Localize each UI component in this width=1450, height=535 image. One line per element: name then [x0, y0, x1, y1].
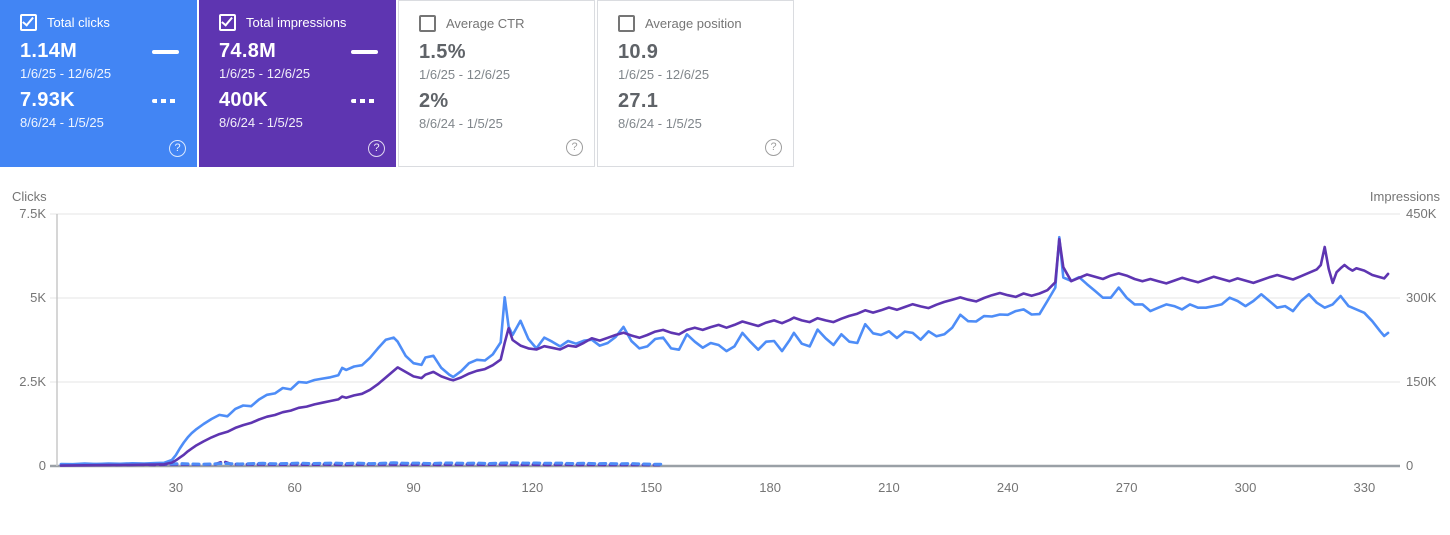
- left-axis-tick: 0: [38, 458, 46, 473]
- left-axis-title: Clicks: [12, 189, 47, 204]
- x-axis-tick: 210: [878, 480, 900, 495]
- previous-period-range: 8/6/24 - 1/5/25: [20, 115, 104, 130]
- current-period-value: 74.8M: [219, 40, 277, 62]
- solid-line-indicator-icon: [351, 49, 378, 54]
- help-icon[interactable]: ?: [368, 140, 385, 157]
- help-icon[interactable]: ?: [169, 140, 186, 157]
- x-axis-tick: 60: [287, 480, 302, 495]
- right-axis-tick: 150K: [1406, 374, 1437, 389]
- left-axis-tick: 2.5K: [19, 374, 46, 389]
- previous-period-value: 400K: [219, 89, 269, 111]
- metric-card-total-clicks[interactable]: Total clicks 1.14M 1/6/25 - 12/6/25 7.93…: [0, 0, 197, 167]
- card-label: Average position: [645, 16, 742, 31]
- help-icon[interactable]: ?: [566, 139, 583, 156]
- card-header: Total impressions: [219, 14, 396, 31]
- card-label: Average CTR: [446, 16, 525, 31]
- help-icon[interactable]: ?: [765, 139, 782, 156]
- card-header: Total clicks: [20, 14, 197, 31]
- x-axis-tick: 30: [168, 480, 184, 495]
- performance-chart-canvas[interactable]: [0, 185, 1450, 535]
- right-axis-tick: 300K: [1406, 290, 1437, 305]
- average-position-checkbox[interactable]: [618, 15, 635, 32]
- right-axis-tick: 450K: [1406, 206, 1437, 221]
- metric-cards-row: Total clicks 1.14M 1/6/25 - 12/6/25 7.93…: [0, 0, 1450, 167]
- card-header: Average CTR: [419, 15, 594, 32]
- metric-card-total-impressions[interactable]: Total impressions 74.8M 1/6/25 - 12/6/25…: [199, 0, 396, 167]
- dashed-line-indicator-icon: [152, 98, 179, 103]
- card-label: Total clicks: [47, 15, 110, 30]
- x-axis-tick: 150: [640, 480, 663, 495]
- x-axis-tick: 240: [996, 480, 1019, 495]
- x-axis-tick: 90: [406, 480, 421, 495]
- total-clicks-checkbox[interactable]: [20, 14, 37, 31]
- previous-period-value: 27.1: [618, 90, 659, 112]
- left-axis-tick: 5K: [30, 290, 46, 305]
- current-period-value: 10.9: [618, 41, 659, 63]
- x-axis-tick: 120: [521, 480, 544, 495]
- card-header: Average position: [618, 15, 793, 32]
- current-period-value: 1.14M: [20, 40, 78, 62]
- clicks-1-6-25-12-6-25--line[interactable]: [59, 235, 1390, 466]
- previous-period-value: 2%: [419, 90, 449, 112]
- impressions-1-6-25-12-6-25--line[interactable]: [59, 237, 1390, 467]
- x-axis-tick: 270: [1115, 480, 1138, 495]
- left-axis-tick: 7.5K: [19, 206, 46, 221]
- previous-period-range: 8/6/24 - 1/5/25: [419, 116, 503, 131]
- current-period-range: 1/6/25 - 12/6/25: [618, 67, 710, 82]
- current-period-value: 1.5%: [419, 41, 466, 63]
- metric-card-average-ctr[interactable]: Average CTR 1.5% 1/6/25 - 12/6/25 2% 8/6…: [398, 0, 595, 167]
- current-period-range: 1/6/25 - 12/6/25: [219, 66, 311, 81]
- card-label: Total impressions: [246, 15, 347, 30]
- x-axis-tick: 300: [1234, 480, 1257, 495]
- previous-period-range: 8/6/24 - 1/5/25: [219, 115, 303, 130]
- right-axis-title: Impressions: [1369, 189, 1440, 204]
- solid-line-indicator-icon: [152, 49, 179, 54]
- average-ctr-checkbox[interactable]: [419, 15, 436, 32]
- previous-period-range: 8/6/24 - 1/5/25: [618, 116, 702, 131]
- previous-period-value: 7.93K: [20, 89, 75, 111]
- x-axis-tick: 180: [759, 480, 781, 495]
- performance-chart[interactable]: Clicks Impressions 0 2.5K 5K 7.5K 0 150K 300K 450…: [0, 185, 1450, 535]
- metric-card-average-position[interactable]: Average position 10.9 1/6/25 - 12/6/25 2…: [597, 0, 794, 167]
- dashed-line-indicator-icon: [351, 98, 378, 103]
- total-impressions-checkbox[interactable]: [219, 14, 236, 31]
- x-axis-tick: 330: [1353, 480, 1376, 495]
- current-period-range: 1/6/25 - 12/6/25: [20, 66, 112, 81]
- current-period-range: 1/6/25 - 12/6/25: [419, 67, 511, 82]
- right-axis-tick: 0: [1406, 458, 1414, 473]
